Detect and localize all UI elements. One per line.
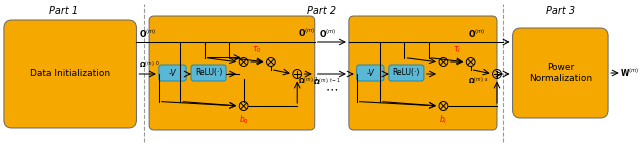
Text: $\mathbf{\Omega}^{(m),1}$: $\mathbf{\Omega}^{(m),1}$ [298, 76, 319, 87]
Text: $\mathbf{W}^{(m)}$: $\mathbf{W}^{(m)}$ [620, 67, 639, 79]
Text: $\mathbf{O}^{(m)}$: $\mathbf{O}^{(m)}$ [319, 28, 336, 40]
Text: Part 2: Part 2 [307, 6, 336, 16]
FancyBboxPatch shape [159, 65, 186, 81]
FancyBboxPatch shape [356, 65, 384, 81]
Text: Part 1: Part 1 [49, 6, 78, 16]
Text: -V: -V [168, 68, 177, 78]
Text: $\tau_0$: $\tau_0$ [252, 45, 262, 55]
Text: $\mathbf{\Omega}^{(m),s}$: $\mathbf{\Omega}^{(m),s}$ [468, 76, 488, 87]
FancyBboxPatch shape [389, 65, 424, 81]
Text: $\mathbf{O}^{(m)}$: $\mathbf{O}^{(m)}$ [468, 28, 485, 40]
Text: $b_i$: $b_i$ [439, 114, 447, 126]
Text: ReLU(·): ReLU(·) [393, 68, 420, 78]
Text: $b_0$: $b_0$ [239, 114, 248, 126]
Text: ReLU(·): ReLU(·) [195, 68, 222, 78]
Text: $\mathbf{\Omega}^{(m),0}$: $\mathbf{\Omega}^{(m),0}$ [140, 60, 160, 71]
Text: -V: -V [367, 68, 374, 78]
FancyBboxPatch shape [191, 65, 226, 81]
Text: ⋯: ⋯ [325, 84, 337, 97]
Text: $\mathbf{\Omega}^{(m),t-1}$: $\mathbf{\Omega}^{(m),t-1}$ [314, 76, 342, 87]
Text: Data Initialization: Data Initialization [30, 69, 110, 79]
FancyBboxPatch shape [513, 28, 608, 118]
Text: $\tau_i$: $\tau_i$ [453, 45, 461, 55]
Text: Power
Normalization: Power Normalization [529, 63, 592, 83]
Text: $\mathbf{O}^{(m)}$: $\mathbf{O}^{(m)}$ [298, 27, 316, 39]
FancyBboxPatch shape [149, 16, 315, 130]
FancyBboxPatch shape [4, 20, 136, 128]
Text: $\mathbf{O}^{(m)}$: $\mathbf{O}^{(m)}$ [140, 28, 157, 40]
FancyBboxPatch shape [349, 16, 497, 130]
Text: Part 3: Part 3 [546, 6, 575, 16]
